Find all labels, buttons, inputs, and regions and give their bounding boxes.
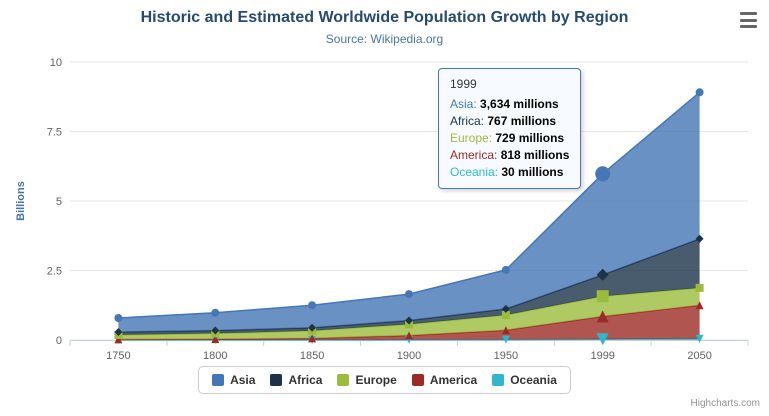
- hamburger-menu-icon: [740, 25, 757, 28]
- america-point-marker[interactable]: [501, 326, 510, 335]
- tooltip-row: Oceania: 30 millions: [450, 164, 569, 181]
- y-axis-tick-label: 5: [56, 196, 62, 208]
- area-america: [118, 305, 700, 340]
- asia-point-marker[interactable]: [695, 88, 704, 97]
- hamburger-menu-icon: [740, 18, 757, 22]
- legend-item-label: Oceania: [510, 373, 557, 387]
- legend-marker-icon: [411, 374, 424, 386]
- context-menu-button[interactable]: [735, 12, 757, 28]
- america-point-marker[interactable]: [695, 301, 704, 310]
- tooltip-series-value: 767 millions: [487, 114, 557, 128]
- europe-point-marker-hover[interactable]: [596, 290, 609, 303]
- y-axis-tick-label: 0: [56, 335, 62, 347]
- legend-item-label: Asia: [230, 373, 256, 387]
- legend-item-label: America: [429, 373, 478, 387]
- credits-link[interactable]: Highcharts.com: [690, 398, 760, 409]
- legend-item-africa[interactable]: Africa: [270, 373, 322, 387]
- legend-marker-icon: [270, 374, 283, 386]
- x-axis-tick-label: 1850: [300, 350, 324, 362]
- tooltip-row: Asia: 3,634 millions: [450, 96, 569, 113]
- asia-point-marker[interactable]: [114, 314, 123, 322]
- asia-point-marker[interactable]: [211, 308, 220, 317]
- tooltip-series-value: 729 millions: [495, 131, 565, 145]
- asia-point-marker[interactable]: [405, 290, 413, 299]
- africa-point-marker[interactable]: [405, 316, 413, 325]
- legend-item-label: Europe: [355, 373, 397, 387]
- legend-item-asia[interactable]: Asia: [212, 373, 255, 387]
- area-africa: [118, 238, 700, 335]
- x-axis-tick-label: 1750: [106, 350, 130, 362]
- tooltip-row: Africa: 767 millions: [450, 113, 569, 130]
- america-point-marker[interactable]: [114, 335, 123, 344]
- x-axis-tick-label: 2050: [687, 350, 711, 362]
- africa-point-marker[interactable]: [114, 328, 123, 336]
- america-point-marker-hover[interactable]: [596, 310, 609, 323]
- europe-point-marker[interactable]: [695, 283, 704, 292]
- tooltip-row: America: 818 millions: [450, 147, 569, 164]
- america-point-marker[interactable]: [308, 334, 317, 343]
- y-axis-title: Billions: [15, 181, 27, 221]
- legend-item-oceania[interactable]: Oceania: [492, 373, 557, 387]
- africa-point-marker[interactable]: [695, 234, 704, 243]
- africa-point-marker[interactable]: [308, 323, 317, 332]
- oceania-point-marker[interactable]: [695, 334, 704, 343]
- oceania-point-marker-hover[interactable]: [596, 333, 609, 346]
- tooltip-series-name: Asia:: [450, 97, 477, 111]
- legend-marker-icon: [492, 374, 505, 386]
- area-asia: [118, 92, 700, 332]
- tooltip-series-name: Oceania:: [450, 165, 499, 179]
- tooltip-row: Europe: 729 millions: [450, 130, 569, 147]
- tooltip-series-name: America:: [450, 148, 498, 162]
- chart-title: Historic and Estimated Worldwide Populat…: [140, 9, 629, 26]
- asia-point-marker-hover[interactable]: [595, 166, 611, 182]
- legend-marker-icon: [212, 374, 225, 386]
- tooltip: 1999 Asia: 3,634 millions Africa: 767 mi…: [438, 68, 582, 189]
- africa-point-marker[interactable]: [211, 326, 220, 335]
- america-point-marker[interactable]: [405, 331, 413, 340]
- tooltip-series-value: 3,634 millions: [480, 97, 559, 111]
- tooltip-series-value: 818 millions: [500, 148, 570, 162]
- legend: Asia Africa Europe America Oceania: [0, 366, 769, 394]
- tooltip-series-value: 30 millions: [501, 165, 564, 179]
- legend-marker-icon: [337, 374, 350, 386]
- y-axis-tick-label: 10: [50, 57, 62, 69]
- africa-point-marker[interactable]: [501, 304, 510, 313]
- tooltip-series-name: Europe:: [450, 131, 493, 145]
- x-axis-tick-label: 1900: [397, 350, 421, 362]
- hamburger-menu-icon: [740, 12, 757, 15]
- legend-item-label: Africa: [288, 373, 323, 387]
- america-point-marker[interactable]: [211, 335, 220, 344]
- legend-box: Asia Africa Europe America Oceania: [198, 366, 571, 394]
- africa-point-marker-hover[interactable]: [596, 268, 609, 281]
- x-axis-tick-label: 1999: [590, 350, 614, 362]
- europe-point-marker[interactable]: [501, 311, 510, 319]
- y-axis-tick-label: 2.5: [47, 266, 62, 278]
- tooltip-header: 1999: [450, 77, 477, 91]
- legend-item-europe[interactable]: Europe: [337, 373, 397, 387]
- x-axis-tick-label: 1800: [203, 350, 227, 362]
- tooltip-series-name: Africa:: [450, 114, 485, 128]
- asia-point-marker[interactable]: [501, 265, 510, 274]
- x-axis-tick-label: 1950: [494, 350, 518, 362]
- y-axis-tick-label: 7.5: [47, 127, 62, 139]
- legend-item-america[interactable]: America: [411, 373, 478, 387]
- asia-point-marker[interactable]: [308, 301, 317, 310]
- oceania-point-marker[interactable]: [501, 335, 510, 344]
- chart-subtitle: Source: Wikipedia.org: [325, 32, 444, 46]
